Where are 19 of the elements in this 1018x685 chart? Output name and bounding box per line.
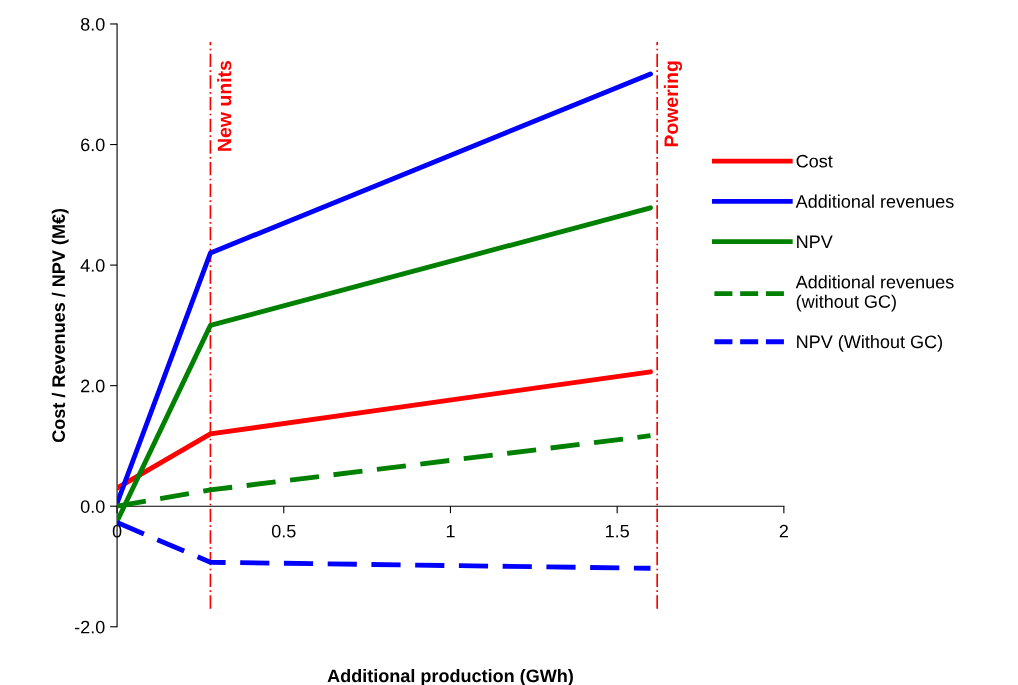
y-tick-label: 6.0: [81, 138, 105, 152]
legend-label: Additional revenues (without GC): [795, 275, 954, 312]
ref-line-label: New units: [217, 60, 232, 151]
y-tick-label: 2.0: [81, 379, 105, 393]
legend-label: NPV: [797, 235, 833, 248]
y-tick-label: -2.0: [74, 620, 105, 634]
legend-label: Cost: [796, 154, 833, 168]
x-tick-label: 1.5: [605, 524, 629, 538]
y-tick-label: 0.0: [80, 500, 105, 513]
y-tick-label: 4.0: [80, 259, 105, 272]
y-axis-title: Cost / Revenues / NPV (M€): [51, 208, 69, 443]
legend-label: NPV (Without GC): [797, 334, 943, 352]
x-axis-title: Additional production (GWh): [327, 668, 573, 685]
x-tick-label: 0.5: [271, 524, 296, 538]
x-tick-label: 1: [446, 524, 455, 538]
ref-line-label: Powering: [663, 61, 683, 147]
legend-label: Additional revenues: [795, 194, 954, 208]
x-tick-label: 2: [779, 524, 788, 538]
y-tick-label: 8.0: [80, 17, 105, 31]
